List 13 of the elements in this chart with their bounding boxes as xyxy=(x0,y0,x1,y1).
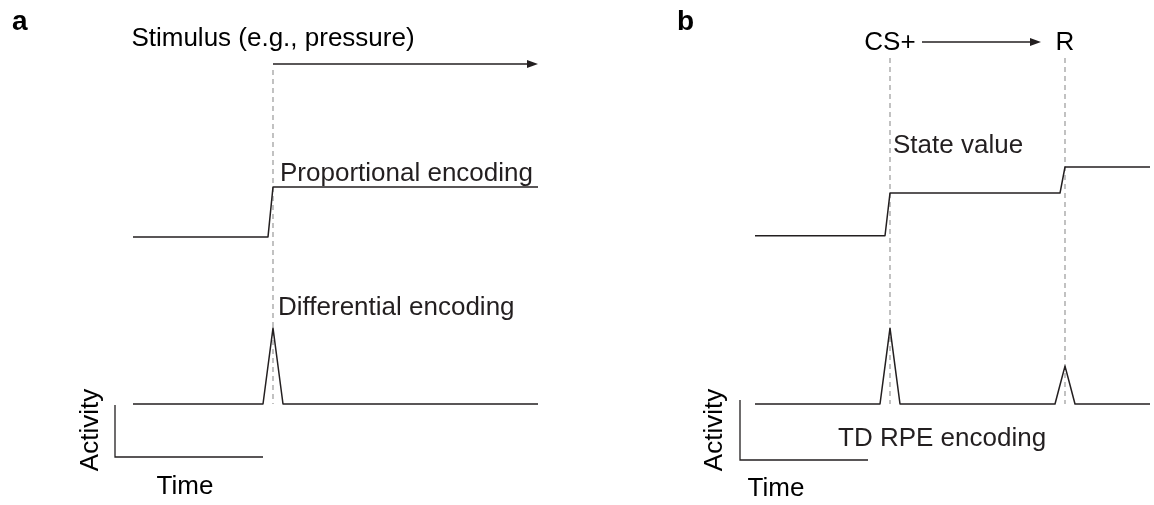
chart-title: b xyxy=(677,5,695,36)
series-label: Differential encoding xyxy=(278,291,515,321)
x-axis-title: Time xyxy=(747,472,805,502)
text: Stimulus (e.g., pressure) xyxy=(131,22,415,52)
text: R xyxy=(1055,26,1075,56)
y-axis-title: Activity xyxy=(74,388,104,472)
chart-title: a xyxy=(12,5,28,36)
series-label: Proportional encoding xyxy=(280,157,533,187)
series-label: TD RPE encoding xyxy=(838,422,1047,452)
text: CS+ xyxy=(864,26,916,56)
x-axis-title: Time xyxy=(156,470,214,500)
series-label: State value xyxy=(893,129,1024,159)
y-axis-title: Activity xyxy=(698,388,728,472)
